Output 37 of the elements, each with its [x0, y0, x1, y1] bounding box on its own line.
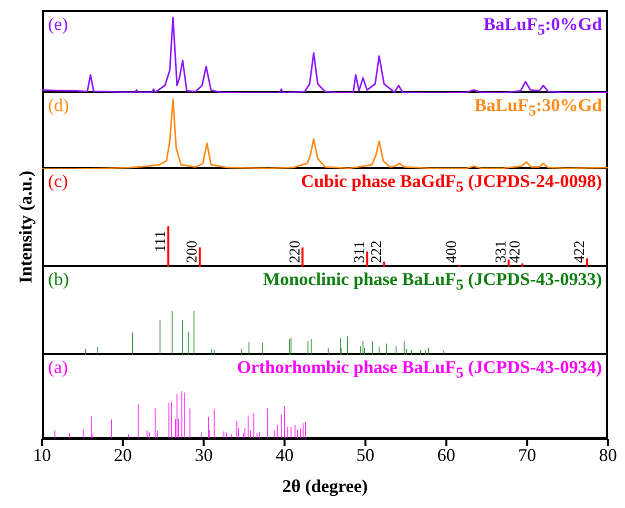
annotation: 311 [352, 241, 368, 263]
chart-title: BaLuF$_{5}$:0%Gd [483, 14, 602, 40]
text: (a) [48, 357, 68, 378]
annotation: 200 [184, 240, 201, 263]
bar [167, 226, 170, 267]
y-axis-title: Intensity (a.u.) [16, 170, 36, 283]
chart-title: BaLuF$_{5}$:30%Gd [474, 95, 602, 121]
annotation: (e) [48, 14, 68, 35]
bar [198, 247, 201, 267]
text: (c) [48, 171, 68, 192]
x-tick-label: 70 [518, 444, 536, 465]
annotation: 111 [153, 230, 170, 252]
annotation: 400 [444, 240, 460, 263]
annotation: 220 [287, 240, 304, 263]
bar [586, 258, 588, 267]
x-tick-label: 60 [437, 444, 456, 465]
x-tick-label: 20 [114, 444, 132, 465]
chart-title: Monoclinic phase BaLuF$_{5}$ (JCPDS-43-0933) [262, 269, 602, 295]
annotation: 331 [494, 240, 510, 263]
x-axis-title: 2θ (degree) [282, 476, 368, 496]
bar [383, 262, 386, 267]
chart-title: Orthorhombic phase BaLuF$_{5}$ (JCPDS-43-0934) [236, 357, 602, 383]
x-tick-label: 50 [356, 444, 374, 465]
x-tick-label: 40 [276, 444, 294, 465]
annotation: 222 [369, 240, 386, 263]
annotation: (d) [48, 95, 69, 116]
bar [521, 263, 524, 267]
bar [301, 247, 304, 267]
x-tick-label: 80 [599, 444, 617, 465]
x-tick-label: 10 [33, 444, 51, 465]
chart-title: Cubic phase BaGdF$_{5}$ (JCPDS-24-0098) [300, 171, 602, 197]
bar [508, 260, 510, 267]
bar [366, 251, 368, 267]
annotation: 422 [572, 240, 588, 263]
text: (b) [48, 269, 69, 290]
x-tick-label: 30 [194, 444, 213, 465]
annotation: 420 [507, 240, 524, 263]
